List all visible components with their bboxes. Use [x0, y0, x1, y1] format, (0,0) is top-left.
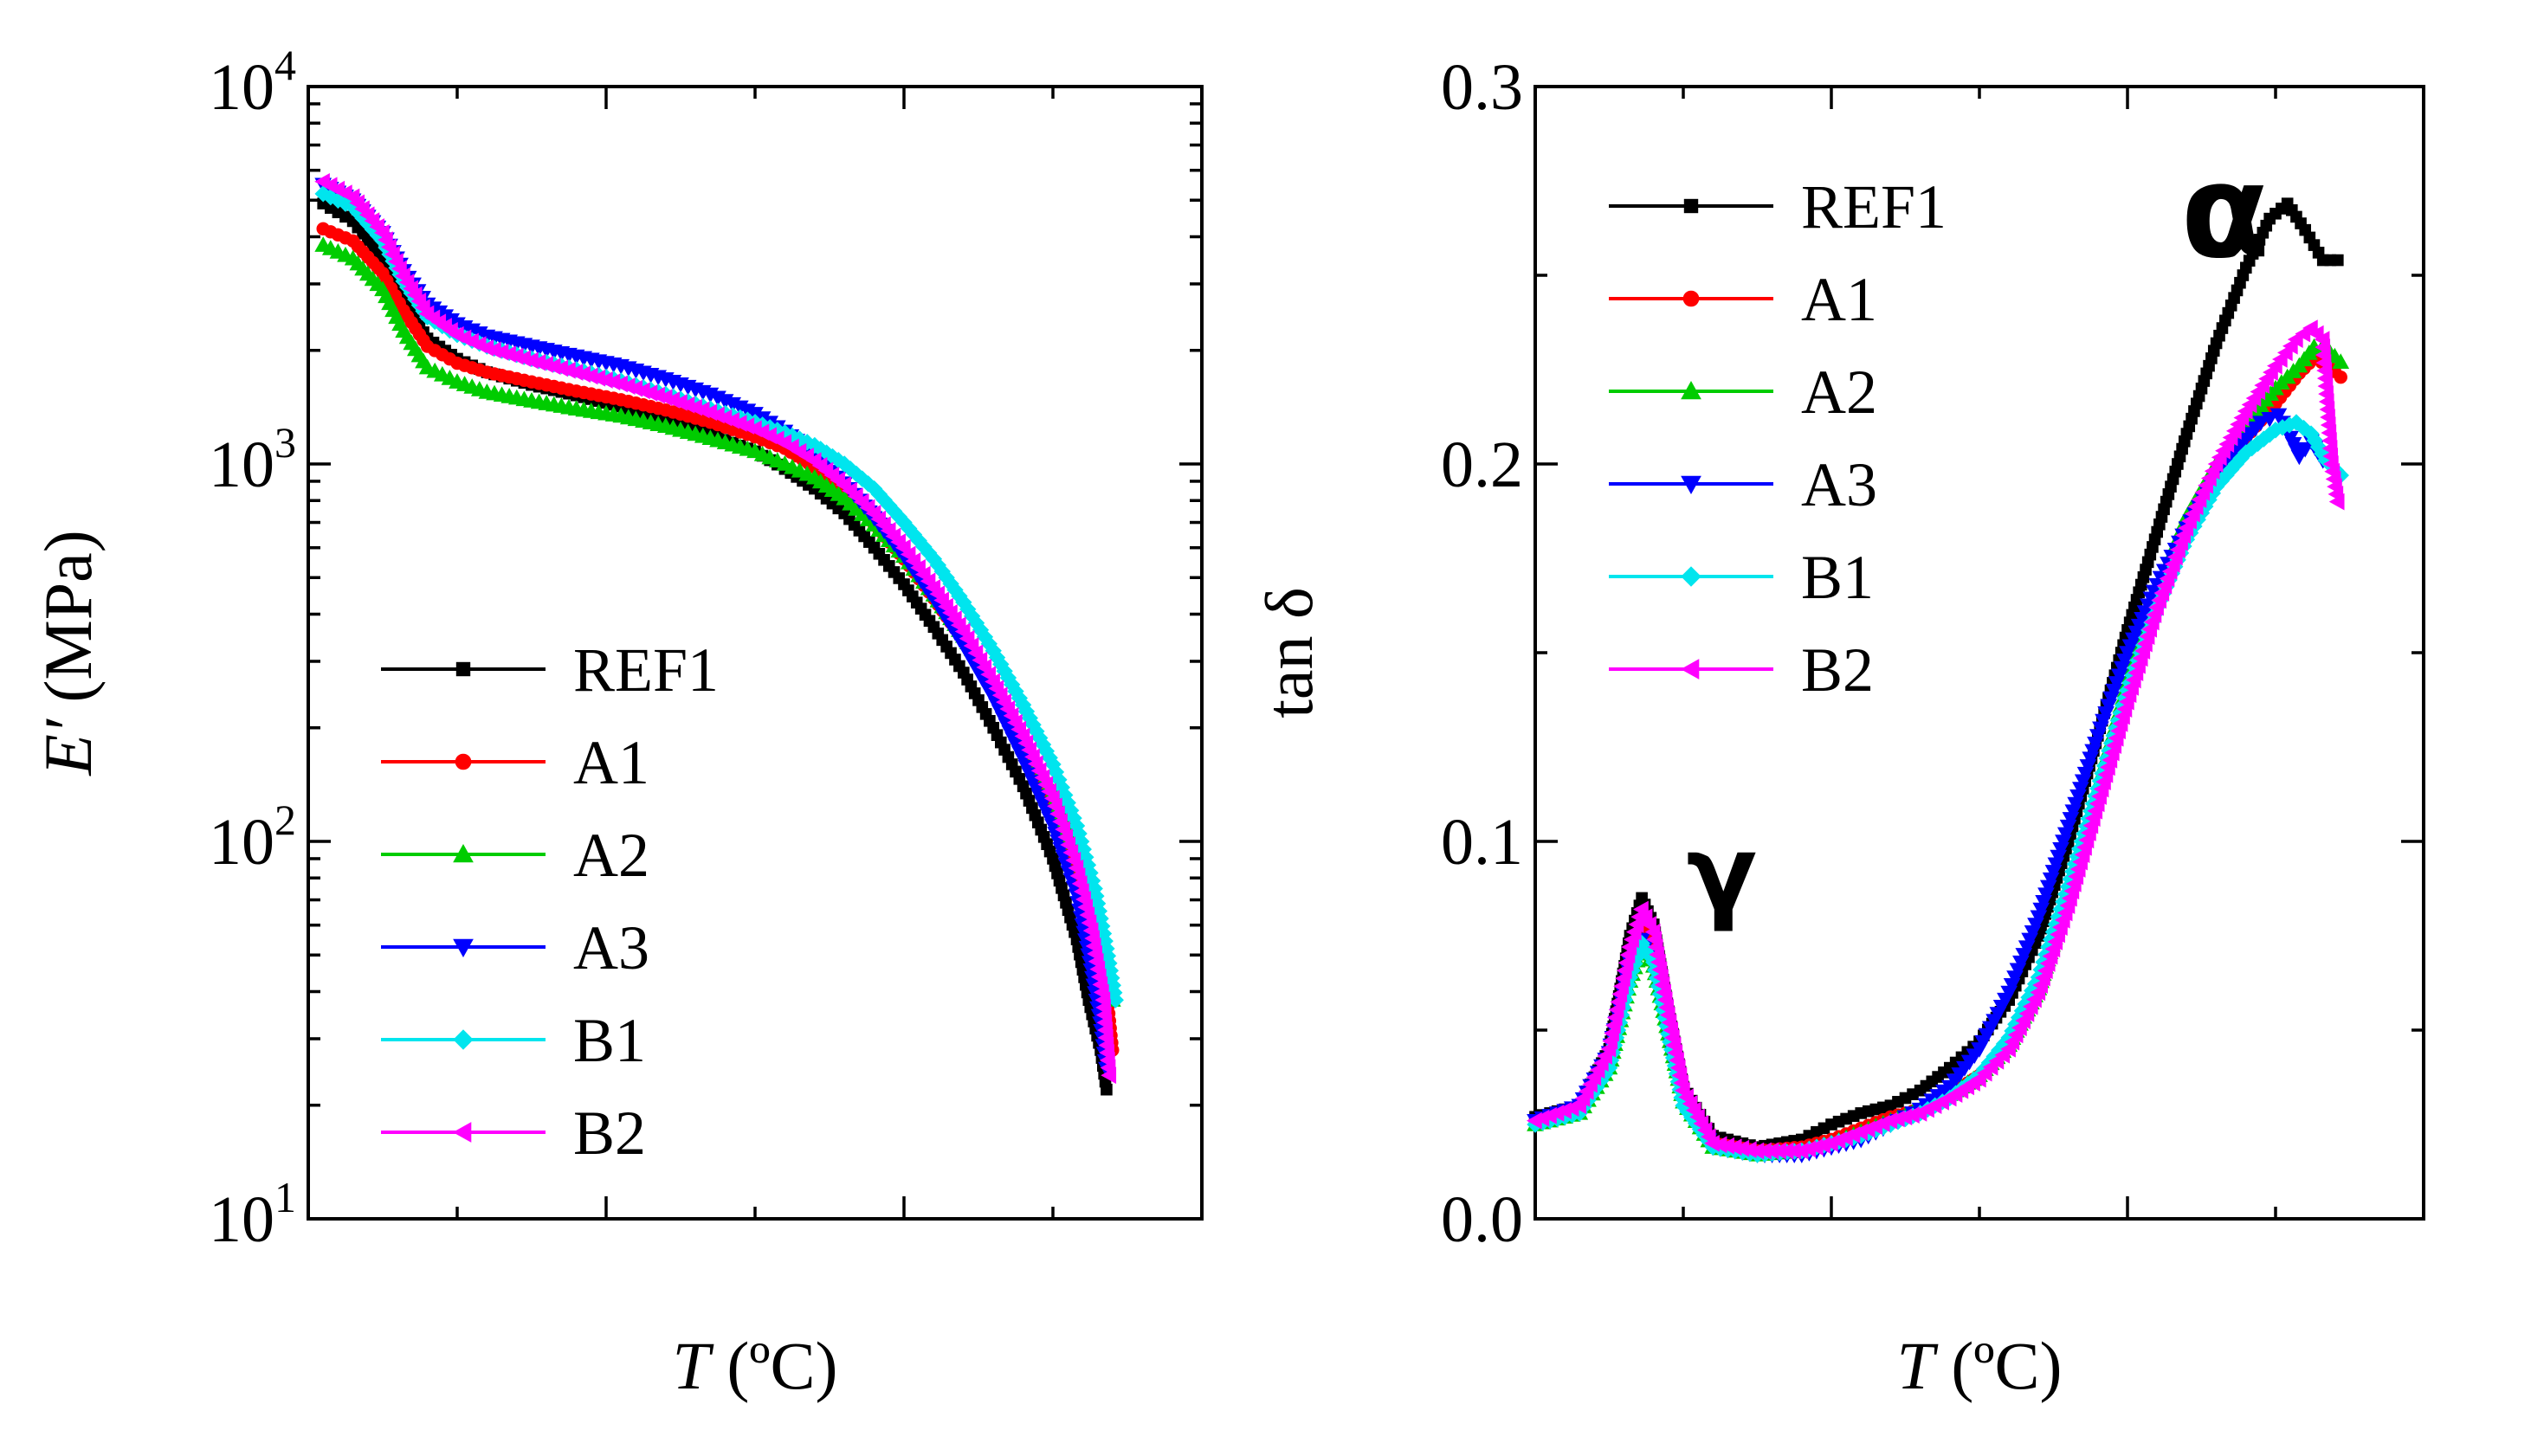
legend-item-b1: B1: [1609, 543, 1874, 612]
x-axis-unit: (ºC): [710, 1328, 838, 1403]
y-tick-label: 0.3: [1441, 51, 1523, 124]
legend-label: A2: [1801, 358, 1877, 427]
legend-item-b2: B2: [1609, 635, 1874, 705]
legend-label: B1: [573, 1006, 646, 1075]
data-point: [2332, 353, 2350, 369]
y-axis-label: tan δ: [1251, 587, 1327, 718]
y-tick-label: 102: [209, 796, 296, 879]
y-axis-symbol: E′: [30, 718, 106, 776]
data-point: [2270, 408, 2288, 424]
legend-marker: [1683, 198, 1699, 214]
legend-marker: [452, 1122, 472, 1143]
legend-label: A3: [1801, 450, 1877, 519]
series-b2: [314, 172, 1117, 1085]
y-tick-label: 0.1: [1441, 806, 1523, 879]
legend-marker: [455, 753, 472, 770]
legend-item-ref1: REF1: [381, 635, 719, 705]
legend-item-a2: A2: [1609, 358, 1877, 427]
data-point: [2332, 254, 2344, 267]
series-layer: [314, 172, 1124, 1096]
legend-label: A1: [1801, 265, 1877, 334]
legend-item-a2: A2: [381, 821, 649, 890]
legend-marker: [1681, 380, 1701, 400]
tan-delta-chart: 0.0 0.1 0.2 0.3 T (ºC) tan δ REF1 A1 A2 A3 B1 B2 α γ: [1251, 51, 2425, 1403]
data-point: [2261, 411, 2279, 428]
legend-marker: [1680, 659, 1700, 680]
legend-label: B2: [1801, 635, 1874, 705]
series-layer: [1526, 197, 2350, 1163]
y-tick-exponent: 1: [274, 1173, 296, 1221]
legend-marker: [453, 843, 474, 863]
legend-item-b2: B2: [381, 1098, 646, 1168]
y-tick-label: 103: [209, 418, 296, 501]
legend: REF1 A1 A2 A3 B1 B2: [1609, 172, 1947, 705]
data-point: [2334, 370, 2347, 384]
x-axis-symbol: T: [672, 1328, 713, 1403]
legend-marker: [1681, 566, 1701, 587]
y-tick-label: 101: [209, 1173, 296, 1256]
y-tick-base: 10: [209, 806, 274, 879]
y-tick-exponent: 3: [274, 418, 296, 467]
legend-marker: [1681, 475, 1701, 495]
alpha-annotation: α: [2180, 137, 2270, 287]
legend-item-b1: B1: [381, 1006, 646, 1075]
legend-marker: [455, 661, 471, 677]
y-tick-base: 10: [209, 51, 274, 124]
data-point: [1101, 1066, 1117, 1085]
x-axis-label: T (ºC): [672, 1328, 837, 1403]
data-point: [1107, 991, 1124, 1008]
legend-label: B1: [1801, 543, 1874, 612]
x-axis-unit: (ºC): [1934, 1328, 2063, 1403]
legend-marker: [453, 1029, 474, 1050]
legend-label: B2: [573, 1098, 646, 1168]
y-tick-exponent: 2: [274, 796, 296, 844]
y-tick-exponent: 4: [274, 41, 296, 89]
y-axis: 0.0 0.1 0.2 0.3: [1441, 51, 2424, 1256]
x-axis-symbol: T: [1896, 1328, 1938, 1403]
series-b2: [1526, 319, 2345, 1160]
y-tick-label: 0.0: [1441, 1183, 1523, 1256]
legend-item-a1: A1: [1609, 265, 1877, 334]
legend-item-ref1: REF1: [1609, 172, 1947, 242]
legend-label: REF1: [573, 635, 719, 705]
legend-label: REF1: [1801, 172, 1947, 242]
legend-item-a1: A1: [381, 728, 649, 797]
x-axis-label: T (ºC): [1896, 1328, 2062, 1403]
x-axis: [307, 87, 1204, 1219]
legend-marker: [1682, 290, 1700, 307]
legend-item-a3: A3: [381, 913, 649, 982]
legend-label: A3: [573, 913, 649, 982]
y-tick-base: 10: [209, 428, 274, 501]
legend-item-a3: A3: [1609, 450, 1877, 519]
x-axis: [1533, 87, 2425, 1219]
y-axis-label: E′ (MPa): [30, 530, 106, 776]
gamma-annotation: γ: [1687, 814, 1758, 934]
data-point: [2252, 416, 2270, 432]
y-tick-label: 104: [209, 41, 296, 124]
y-tick-base: 10: [209, 1183, 274, 1256]
y-tick-label: 0.2: [1441, 428, 1523, 501]
legend-label: A2: [573, 821, 649, 890]
data-point: [1101, 1083, 1113, 1096]
data-point: [2328, 493, 2345, 511]
legend-marker: [453, 938, 474, 958]
y-axis-unit: (MPa): [30, 530, 106, 719]
legend-label: A1: [573, 728, 649, 797]
legend: REF1 A1 A2 A3 B1 B2: [381, 635, 719, 1168]
